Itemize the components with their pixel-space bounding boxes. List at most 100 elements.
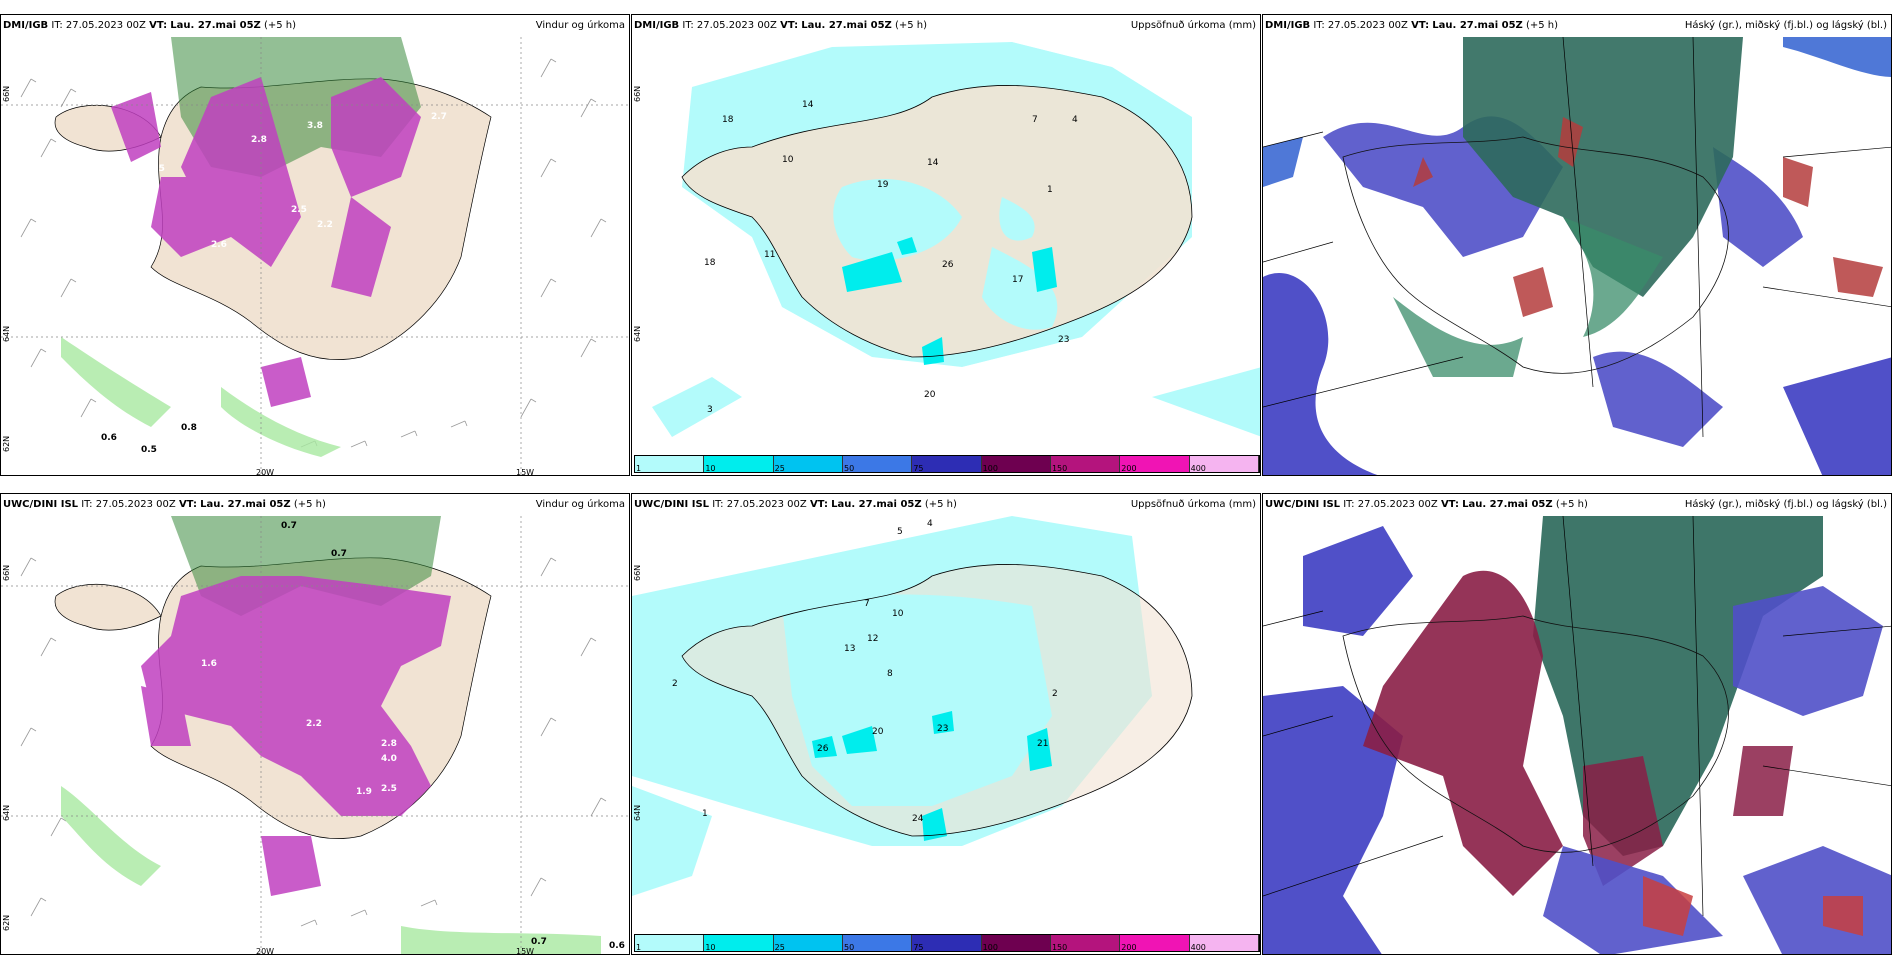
coastline: [681, 85, 1193, 358]
value-label: 2.6: [211, 240, 227, 250]
lon-label: 15W: [516, 947, 534, 955]
wind-barbs: [20, 58, 607, 448]
panel-header: UWC/DINI ISL IT: 27.05.2023 00Z VT: Lau.…: [634, 498, 1256, 512]
panel-title: Vindur og úrkoma: [535, 20, 625, 31]
value-label: 21: [1037, 739, 1048, 749]
value-labels: 14 18 10 14 19 11 18 26 17 23 20 3 7 4 1: [704, 100, 1078, 415]
value-label: 2.5: [291, 205, 307, 215]
valid-time: Lau. 27.mai 05Z: [831, 499, 922, 510]
init-time: IT: 27.05.2023 00Z: [1313, 20, 1408, 31]
model-name: DMI/IGB: [634, 20, 680, 31]
colorbar-segment: 75: [912, 456, 982, 473]
value-label: 26: [817, 744, 829, 754]
coastline: [1342, 136, 1729, 374]
value-label: 20: [872, 727, 884, 737]
panel-title: Uppsöfnuð úrkoma (mm): [1130, 20, 1256, 31]
value-label: 5: [897, 527, 903, 537]
lead-time: (+5 h): [894, 20, 928, 31]
colorbar-segment: 150: [1050, 935, 1121, 952]
value-label: 2.2: [317, 220, 333, 230]
colorbar-segment: 50: [842, 935, 913, 952]
colorbar-segment: 75: [912, 935, 982, 952]
value-label: 1.9: [356, 787, 372, 797]
valid-label: VT:: [149, 20, 168, 31]
colorbar-label: 1: [636, 943, 642, 952]
panel-title: Háský (gr.), miðský (fj.bl.) og lágský (…: [1684, 20, 1887, 31]
value-label: 0.8: [181, 423, 197, 433]
value-label: 7: [1032, 115, 1038, 125]
value-label: 0.7: [531, 937, 547, 947]
value-label: 1: [1047, 185, 1053, 195]
valid-label: VT:: [178, 499, 197, 510]
value-label: 3: [707, 405, 713, 415]
value-label: 11: [764, 250, 775, 260]
map-area: 14 18 10 14 19 11 18 26 17 23 20 3 7 4 1…: [632, 37, 1260, 455]
value-label: 2.8: [251, 135, 267, 145]
precip-green-south: [61, 337, 341, 457]
value-label: 10: [892, 609, 904, 619]
colorbar-label: 150: [1051, 464, 1068, 473]
valid-time: Lau. 27.mai 05Z: [1462, 499, 1553, 510]
value-labels: 0.7 0.7 2.2 2.5 1.9 0.7 0.6 4.0 1.6 2.8: [201, 521, 625, 951]
colorbar-label: 200: [1121, 943, 1137, 952]
precip-magenta: [141, 576, 451, 896]
panel-clouds-uwc: UWC/DINI ISL IT: 27.05.2023 00Z VT: Lau.…: [1262, 493, 1892, 955]
value-label: 7: [864, 599, 870, 609]
value-label: 2: [672, 679, 678, 689]
lat-label: 62N: [2, 436, 11, 452]
cloud-map: [1263, 516, 1891, 954]
value-label: 20: [924, 390, 936, 400]
low-cloud-blue: [1543, 586, 1891, 954]
colorbar-label: 100: [982, 464, 998, 473]
value-label: 2.3: [177, 358, 193, 368]
panel-accum-precip-dmi: DMI/IGB IT: 27.05.2023 00Z VT: Lau. 27.m…: [631, 14, 1261, 476]
westfjords-land: [54, 584, 162, 631]
low-cloud-blue: [1263, 37, 1891, 187]
value-label: 4.0: [381, 754, 397, 764]
lead-time: (+5 h): [1555, 499, 1588, 510]
high-cloud-red: [1643, 876, 1863, 936]
panel-header: DMI/IGB IT: 27.05.2023 00Z VT: Lau. 27.m…: [3, 19, 625, 33]
low-cloud-blue: [1323, 116, 1803, 447]
colorbar-segment: 1: [635, 935, 705, 952]
panel-title: Uppsöfnuð úrkoma (mm): [1130, 499, 1256, 510]
lat-label: 64N: [633, 805, 642, 821]
value-label: 3.8: [307, 121, 323, 131]
colorbar: 1 10 25 50 75 100 150 200 400: [634, 934, 1260, 952]
value-label: 0.6: [101, 433, 117, 443]
colorbar-segment: 200: [1120, 935, 1190, 952]
value-label: 23: [937, 724, 948, 734]
panel-wind-precip-dmi: DMI/IGB IT: 27.05.2023 00Z VT: Lau. 27.m…: [0, 14, 630, 476]
valid-time: Lau. 27.mai 05Z: [170, 20, 261, 31]
colorbar-segment: 10: [704, 456, 774, 473]
precip-cyan-area: [833, 178, 1058, 330]
valid-label: VT:: [1440, 499, 1459, 510]
colorbar-label: 25: [774, 943, 785, 952]
colorbar-segment: 25: [773, 456, 843, 473]
colorbar-segment: 400: [1189, 935, 1259, 952]
model-name: DMI/IGB: [1265, 20, 1311, 31]
colorbar-label: 75: [913, 943, 924, 952]
model-name: DMI/IGB: [3, 20, 49, 31]
init-time: IT: 27.05.2023 00Z: [81, 499, 176, 510]
precip-cyan-strong: [842, 237, 1057, 365]
low-cloud-blue: [1263, 273, 1891, 475]
lon-label: 15W: [516, 468, 534, 476]
value-label: 0.6: [609, 941, 625, 951]
precip-magenta: [111, 77, 421, 407]
panel-header: DMI/IGB IT: 27.05.2023 00Z VT: Lau. 27.m…: [1265, 19, 1887, 33]
accum-precip-map: 14 18 10 14 19 11 18 26 17 23 20 3 7 4 1…: [632, 37, 1260, 455]
precip-cyan-area: [632, 786, 712, 896]
map-area: [1263, 516, 1891, 954]
value-label: 2: [1052, 689, 1058, 699]
panel-header: UWC/DINI ISL IT: 27.05.2023 00Z VT: Lau.…: [3, 498, 625, 512]
init-time: IT: 27.05.2023 00Z: [1343, 499, 1438, 510]
valid-time: Lau. 27.mai 05Z: [200, 499, 291, 510]
value-label: 0.7: [331, 549, 347, 559]
colorbar-label: 50: [843, 464, 855, 473]
lat-label: 64N: [2, 805, 11, 821]
value-label: 1: [702, 809, 708, 819]
map-area: [1263, 37, 1891, 475]
lead-time: (+5 h): [293, 499, 326, 510]
colorbar-label: 400: [1190, 943, 1206, 952]
